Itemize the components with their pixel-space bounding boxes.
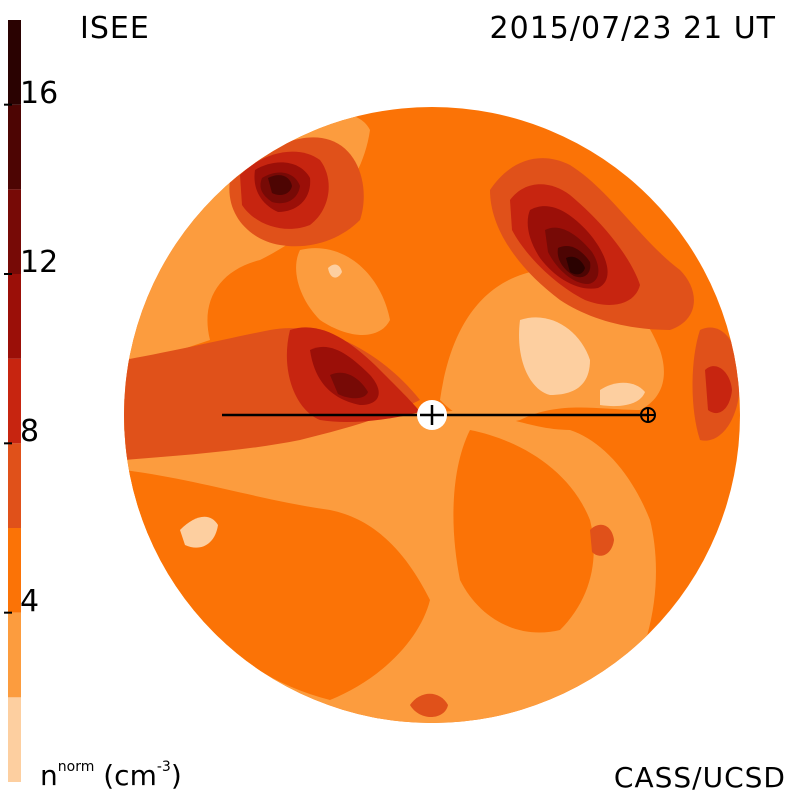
contour-level-6-8 xyxy=(590,524,614,556)
colorbar-segment xyxy=(8,697,21,782)
contour-level-0-2 xyxy=(180,516,218,548)
credit-label: CASS/UCSD xyxy=(613,761,786,794)
contour-level-0-2 xyxy=(328,264,342,278)
colorbar-segment xyxy=(8,104,21,190)
colorbar-tick-label: 16 xyxy=(20,75,59,111)
contour-level-6-8 xyxy=(410,693,448,718)
contour-level-8-10 xyxy=(705,366,732,414)
colorbar-segment xyxy=(8,358,21,444)
unit-super: norm xyxy=(57,759,95,775)
colorbar-tick-label: 12 xyxy=(20,245,59,280)
institute-label: ISEE xyxy=(80,11,150,46)
colorbar-segment xyxy=(8,274,21,359)
unit-open: (cm xyxy=(103,759,157,792)
density-contours xyxy=(124,113,740,723)
unit-main: n xyxy=(40,759,58,792)
contour-level-14-16 xyxy=(268,175,292,195)
contour-level-16-18 xyxy=(566,256,585,275)
colorbar-segment xyxy=(8,189,21,274)
contour-level-12-14 xyxy=(330,372,368,399)
colorbar-segment xyxy=(8,20,21,105)
contour-level-4-6 xyxy=(453,430,594,633)
colorbar-tick-label: 8 xyxy=(20,414,40,450)
colorbar-tick-label: 4 xyxy=(20,583,40,619)
unit-exp: -3 xyxy=(156,759,171,775)
timestamp-label: 2015/07/23 21 UT xyxy=(489,11,776,46)
colorbar-segment xyxy=(8,612,21,698)
contour-level-0-2 xyxy=(519,317,590,395)
colorbar-segment xyxy=(8,528,21,613)
contour-level-2-4 xyxy=(296,248,390,335)
colorbar-segment xyxy=(8,443,21,528)
colorbar-unit-label: nnorm (cm-3) xyxy=(40,760,182,790)
unit-close: ) xyxy=(170,759,182,792)
contour-level-0-2 xyxy=(600,382,645,407)
